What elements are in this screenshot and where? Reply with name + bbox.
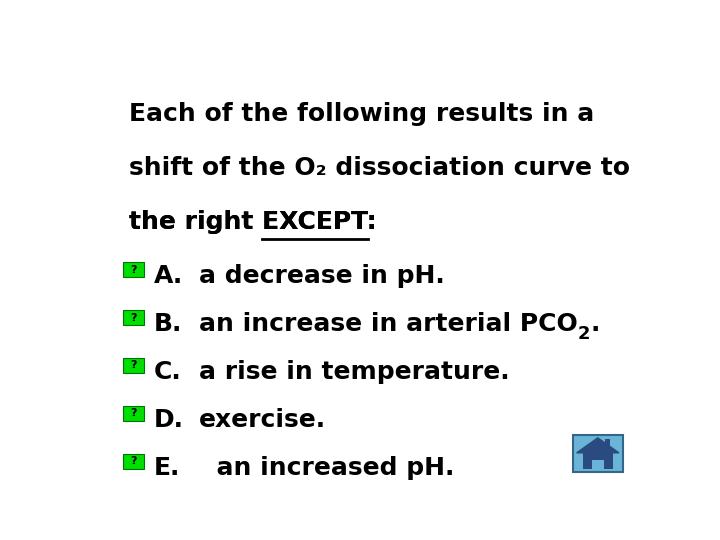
Text: 2: 2 <box>577 325 590 343</box>
Text: a decrease in pH.: a decrease in pH. <box>199 265 444 288</box>
FancyBboxPatch shape <box>582 453 613 469</box>
Text: the right EXCEPT:: the right EXCEPT: <box>129 210 377 234</box>
Text: a rise in temperature.: a rise in temperature. <box>199 360 510 384</box>
FancyBboxPatch shape <box>124 262 143 277</box>
Text: Each of the following results in a: Each of the following results in a <box>129 102 594 126</box>
Text: exercise.: exercise. <box>199 408 326 432</box>
Text: ?: ? <box>130 265 137 275</box>
FancyBboxPatch shape <box>124 310 143 325</box>
FancyBboxPatch shape <box>124 454 143 469</box>
Text: ?: ? <box>130 456 137 466</box>
Text: an increased pH.: an increased pH. <box>199 456 454 480</box>
Text: shift of the O₂ dissociation curve to: shift of the O₂ dissociation curve to <box>129 156 630 180</box>
Text: D.: D. <box>154 408 184 432</box>
Text: ?: ? <box>130 408 137 418</box>
FancyBboxPatch shape <box>124 358 143 373</box>
Text: E.: E. <box>154 456 181 480</box>
FancyBboxPatch shape <box>124 406 143 421</box>
Text: an increase in arterial PCO: an increase in arterial PCO <box>199 312 577 336</box>
Polygon shape <box>577 438 619 453</box>
Text: ?: ? <box>130 360 137 370</box>
Text: .: . <box>590 312 600 336</box>
FancyBboxPatch shape <box>592 460 604 469</box>
Text: ?: ? <box>130 313 137 322</box>
Text: A.: A. <box>154 265 184 288</box>
FancyBboxPatch shape <box>572 435 623 472</box>
Text: C.: C. <box>154 360 182 384</box>
Text: the right EXCEPT:: the right EXCEPT: <box>129 210 377 234</box>
Text: B.: B. <box>154 312 183 336</box>
FancyBboxPatch shape <box>606 440 611 447</box>
